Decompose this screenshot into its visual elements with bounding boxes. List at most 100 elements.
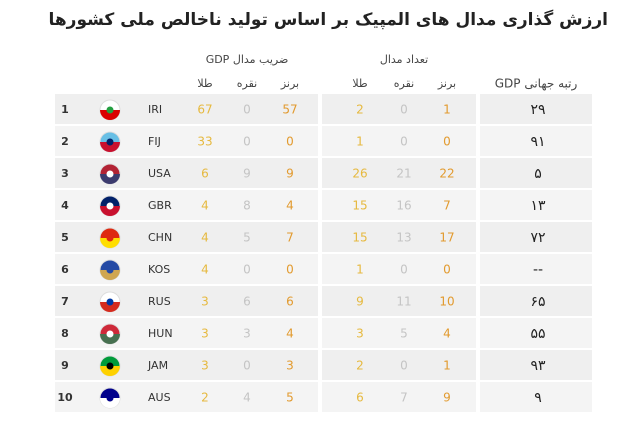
gdp-rank: ۲۹ [530,102,545,118]
gdp-medal: 5 [243,231,251,245]
medal-count: 7 [443,199,451,213]
gdp-medal: 9 [243,167,251,181]
medal-count: 17 [439,231,454,245]
medal-count: 7 [400,391,408,405]
row-bg [480,94,592,124]
gdp-medal: 6 [201,167,209,181]
gdp-medal: 9 [286,167,294,181]
gdp-medal: 3 [201,327,209,341]
rank: 1 [61,103,69,116]
medal-count: 21 [396,167,411,181]
row-bg [322,190,476,220]
medal-count: 1 [443,359,451,373]
row-bg [322,254,476,284]
row-bg [322,350,476,380]
row-bg [480,190,592,220]
flag [106,234,114,242]
gdp-rank: ۱۳ [530,198,546,214]
rank: 9 [61,359,69,372]
gdp-medal: 4 [201,199,209,213]
gdp-rank: ۹۱ [530,134,545,150]
gdp-medal: 0 [243,359,251,373]
row-bg [55,286,318,316]
gdp-medal: 6 [286,295,294,309]
column-header: طلا [352,77,368,90]
medal-count: 0 [400,263,408,277]
row-bg [55,382,318,412]
gdp-medal: 0 [243,135,251,149]
gdp-medal: 4 [243,391,251,405]
medal-count: 26 [352,167,367,181]
flag [100,398,120,408]
row-bg [322,126,476,156]
flag [106,394,114,402]
rank: 8 [61,327,69,340]
gdp-medal: 3 [243,327,251,341]
rank: 2 [61,135,69,148]
gdp-medal: 3 [286,359,294,373]
row-bg [55,222,318,252]
gdp-medal: 33 [197,135,212,149]
row-bg [55,350,318,380]
row-bg [480,318,592,348]
gdp-medal: 4 [286,327,294,341]
group-header: ضریب مدال GDP [206,53,289,66]
flag [106,266,114,274]
medal-count: 1 [356,263,364,277]
country-code: USA [148,167,171,180]
flag [106,106,114,114]
column-header: نقره [394,77,414,90]
medal-count: 5 [400,327,408,341]
flag [106,138,114,146]
medal-count: 10 [439,295,454,309]
medal-count: 15 [352,199,367,213]
gdp-medal: 4 [201,263,209,277]
row-bg [322,158,476,188]
row-bg [55,158,318,188]
rank: 3 [61,167,69,180]
row-bg [322,222,476,252]
row-bg [480,158,592,188]
medal-count: 9 [443,391,451,405]
medal-count: 0 [443,263,451,277]
flag [100,302,120,312]
gdp-medal: 5 [286,391,294,405]
gdp-rank: ۵ [534,166,542,182]
country-code: CHN [148,231,172,244]
gdp-rank: ۶۵ [530,294,545,310]
column-header: طلا [197,77,213,90]
gdp-medal: 4 [201,231,209,245]
medal-count: 0 [400,103,408,117]
medal-count: 15 [352,231,367,245]
row-bg [480,254,592,284]
gdp-medal: 0 [286,263,294,277]
flag [100,366,120,376]
gdp-rank: ۵۵ [530,326,545,342]
column-header: برنز [437,77,456,90]
row-bg [55,318,318,348]
flag [100,270,120,280]
row-bg [322,94,476,124]
gdp-medal: 0 [243,263,251,277]
medal-count: 1 [443,103,451,117]
column-header: برنز [280,77,299,90]
row-bg [55,254,318,284]
row-bg [322,286,476,316]
country-code: KOS [148,263,170,276]
country-code: RUS [148,295,171,308]
flag [100,174,120,184]
row-bg [55,190,318,220]
gdp-medal: 3 [201,359,209,373]
medal-count: 0 [400,135,408,149]
flag [100,238,120,248]
rank: 4 [61,199,69,212]
row-bg [480,222,592,252]
flag [106,362,114,370]
gdp-rank: -- [533,262,543,278]
column-header: رتبه جهانی GDP [495,77,578,92]
gdp-rank: ۹ [534,390,542,406]
medal-count: 4 [443,327,451,341]
gdp-medal: 2 [201,391,209,405]
